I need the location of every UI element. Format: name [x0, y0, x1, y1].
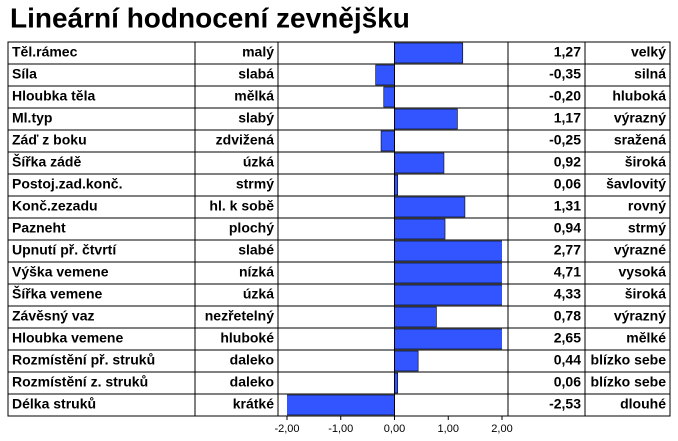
bar — [394, 350, 419, 372]
low-label: nezřetelný — [205, 308, 274, 324]
bar — [394, 152, 445, 174]
value-label: 0,06 — [554, 176, 581, 192]
trait-name: Záď z boku — [12, 132, 87, 148]
bar — [375, 64, 395, 86]
trait-name: Výška vemene — [12, 264, 109, 280]
high-label: výrazné — [614, 242, 666, 258]
trait-name: Závěsný vaz — [12, 308, 95, 324]
low-label: malý — [242, 44, 274, 60]
bar — [394, 218, 446, 240]
bar — [394, 262, 502, 284]
high-label: blízko sebe — [591, 352, 667, 368]
value-label: -2,53 — [549, 396, 581, 412]
table-frame — [7, 41, 671, 417]
value-label: 4,71 — [554, 264, 581, 280]
high-label: vysoká — [619, 264, 667, 280]
trait-name: Síla — [12, 66, 37, 82]
bar — [394, 328, 502, 350]
high-label: hluboká — [612, 88, 666, 104]
value-label: -0,35 — [549, 66, 581, 82]
trait-name: Konč.zezadu — [12, 198, 98, 214]
low-label: úzká — [243, 154, 274, 170]
low-label: strmý — [236, 176, 274, 192]
trait-name: Šířka vemene — [12, 285, 102, 302]
low-label: zdvižená — [216, 132, 275, 148]
high-label: šavlovitý — [606, 176, 666, 192]
low-label: hluboké — [220, 330, 274, 346]
high-label: široká — [625, 286, 666, 302]
high-label: dlouhé — [620, 396, 666, 412]
x-tick-label: 2,00 — [491, 423, 512, 435]
trait-name: Ml.typ — [12, 110, 52, 126]
bar — [383, 86, 395, 108]
low-label: krátké — [233, 396, 274, 412]
value-label: 4,33 — [554, 286, 581, 302]
low-label: nízká — [239, 264, 274, 280]
low-label: mělká — [234, 88, 274, 104]
low-label: slabý — [238, 110, 274, 126]
trait-name: Hloubka těla — [12, 88, 95, 104]
trait-name: Rozmístění př. struků — [12, 352, 155, 368]
value-label: 0,78 — [554, 308, 581, 324]
low-label: hl. k sobě — [209, 198, 274, 214]
high-label: blízko sebe — [591, 374, 667, 390]
high-label: výrazný — [614, 110, 666, 126]
high-label: strmý — [628, 220, 666, 236]
trait-name: Rozmístění z. struků — [12, 374, 148, 390]
low-label: daleko — [230, 352, 274, 368]
value-label: 1,17 — [554, 110, 581, 126]
value-label: 1,27 — [554, 44, 581, 60]
value-label: 1,31 — [554, 198, 581, 214]
bar — [394, 42, 464, 64]
low-label: daleko — [230, 374, 274, 390]
low-label: úzká — [243, 286, 274, 302]
high-label: výrazný — [614, 308, 666, 324]
low-label: slabá — [238, 66, 274, 82]
bar — [394, 108, 458, 130]
table-grid — [7, 41, 671, 417]
value-label: 0,06 — [554, 374, 581, 390]
bar — [287, 394, 395, 416]
high-label: sražená — [614, 132, 666, 148]
x-tick-label: 1,00 — [438, 423, 459, 435]
value-label: -0,25 — [549, 132, 581, 148]
trait-name: Pazneht — [12, 220, 66, 236]
bar — [380, 130, 395, 152]
plot-area — [287, 42, 502, 416]
bar — [394, 196, 466, 218]
trait-name: Těl.rámec — [12, 44, 78, 60]
value-label: 2,77 — [554, 242, 581, 258]
x-tick-label: -2,00 — [274, 423, 299, 435]
value-label: 0,44 — [554, 352, 581, 368]
value-label: 0,94 — [554, 220, 581, 236]
high-label: rovný — [628, 198, 666, 214]
x-tick-label: 0,00 — [384, 423, 405, 435]
value-label: 2,65 — [554, 330, 581, 346]
high-label: velký — [631, 44, 666, 60]
bar — [394, 284, 502, 306]
bar — [394, 306, 437, 328]
value-label: -0,20 — [549, 88, 581, 104]
high-label: silná — [634, 66, 666, 82]
x-tick-label: -1,00 — [328, 423, 353, 435]
bar — [394, 240, 502, 262]
trait-name: Postoj.zad.konč. — [12, 176, 122, 192]
trait-name: Hloubka vemene — [12, 330, 123, 346]
low-label: plochý — [229, 220, 274, 236]
high-label: široká — [625, 154, 666, 170]
trait-name: Šířka zádě — [12, 153, 81, 170]
trait-name: Délka struků — [12, 396, 96, 412]
low-label: slabé — [238, 242, 274, 258]
high-label: mělké — [626, 330, 666, 346]
value-label: 0,92 — [554, 154, 581, 170]
trait-name: Upnutí př. čtvrtí — [12, 242, 117, 258]
chart-title: Lineární hodnocení zevnějšku — [10, 2, 410, 33]
